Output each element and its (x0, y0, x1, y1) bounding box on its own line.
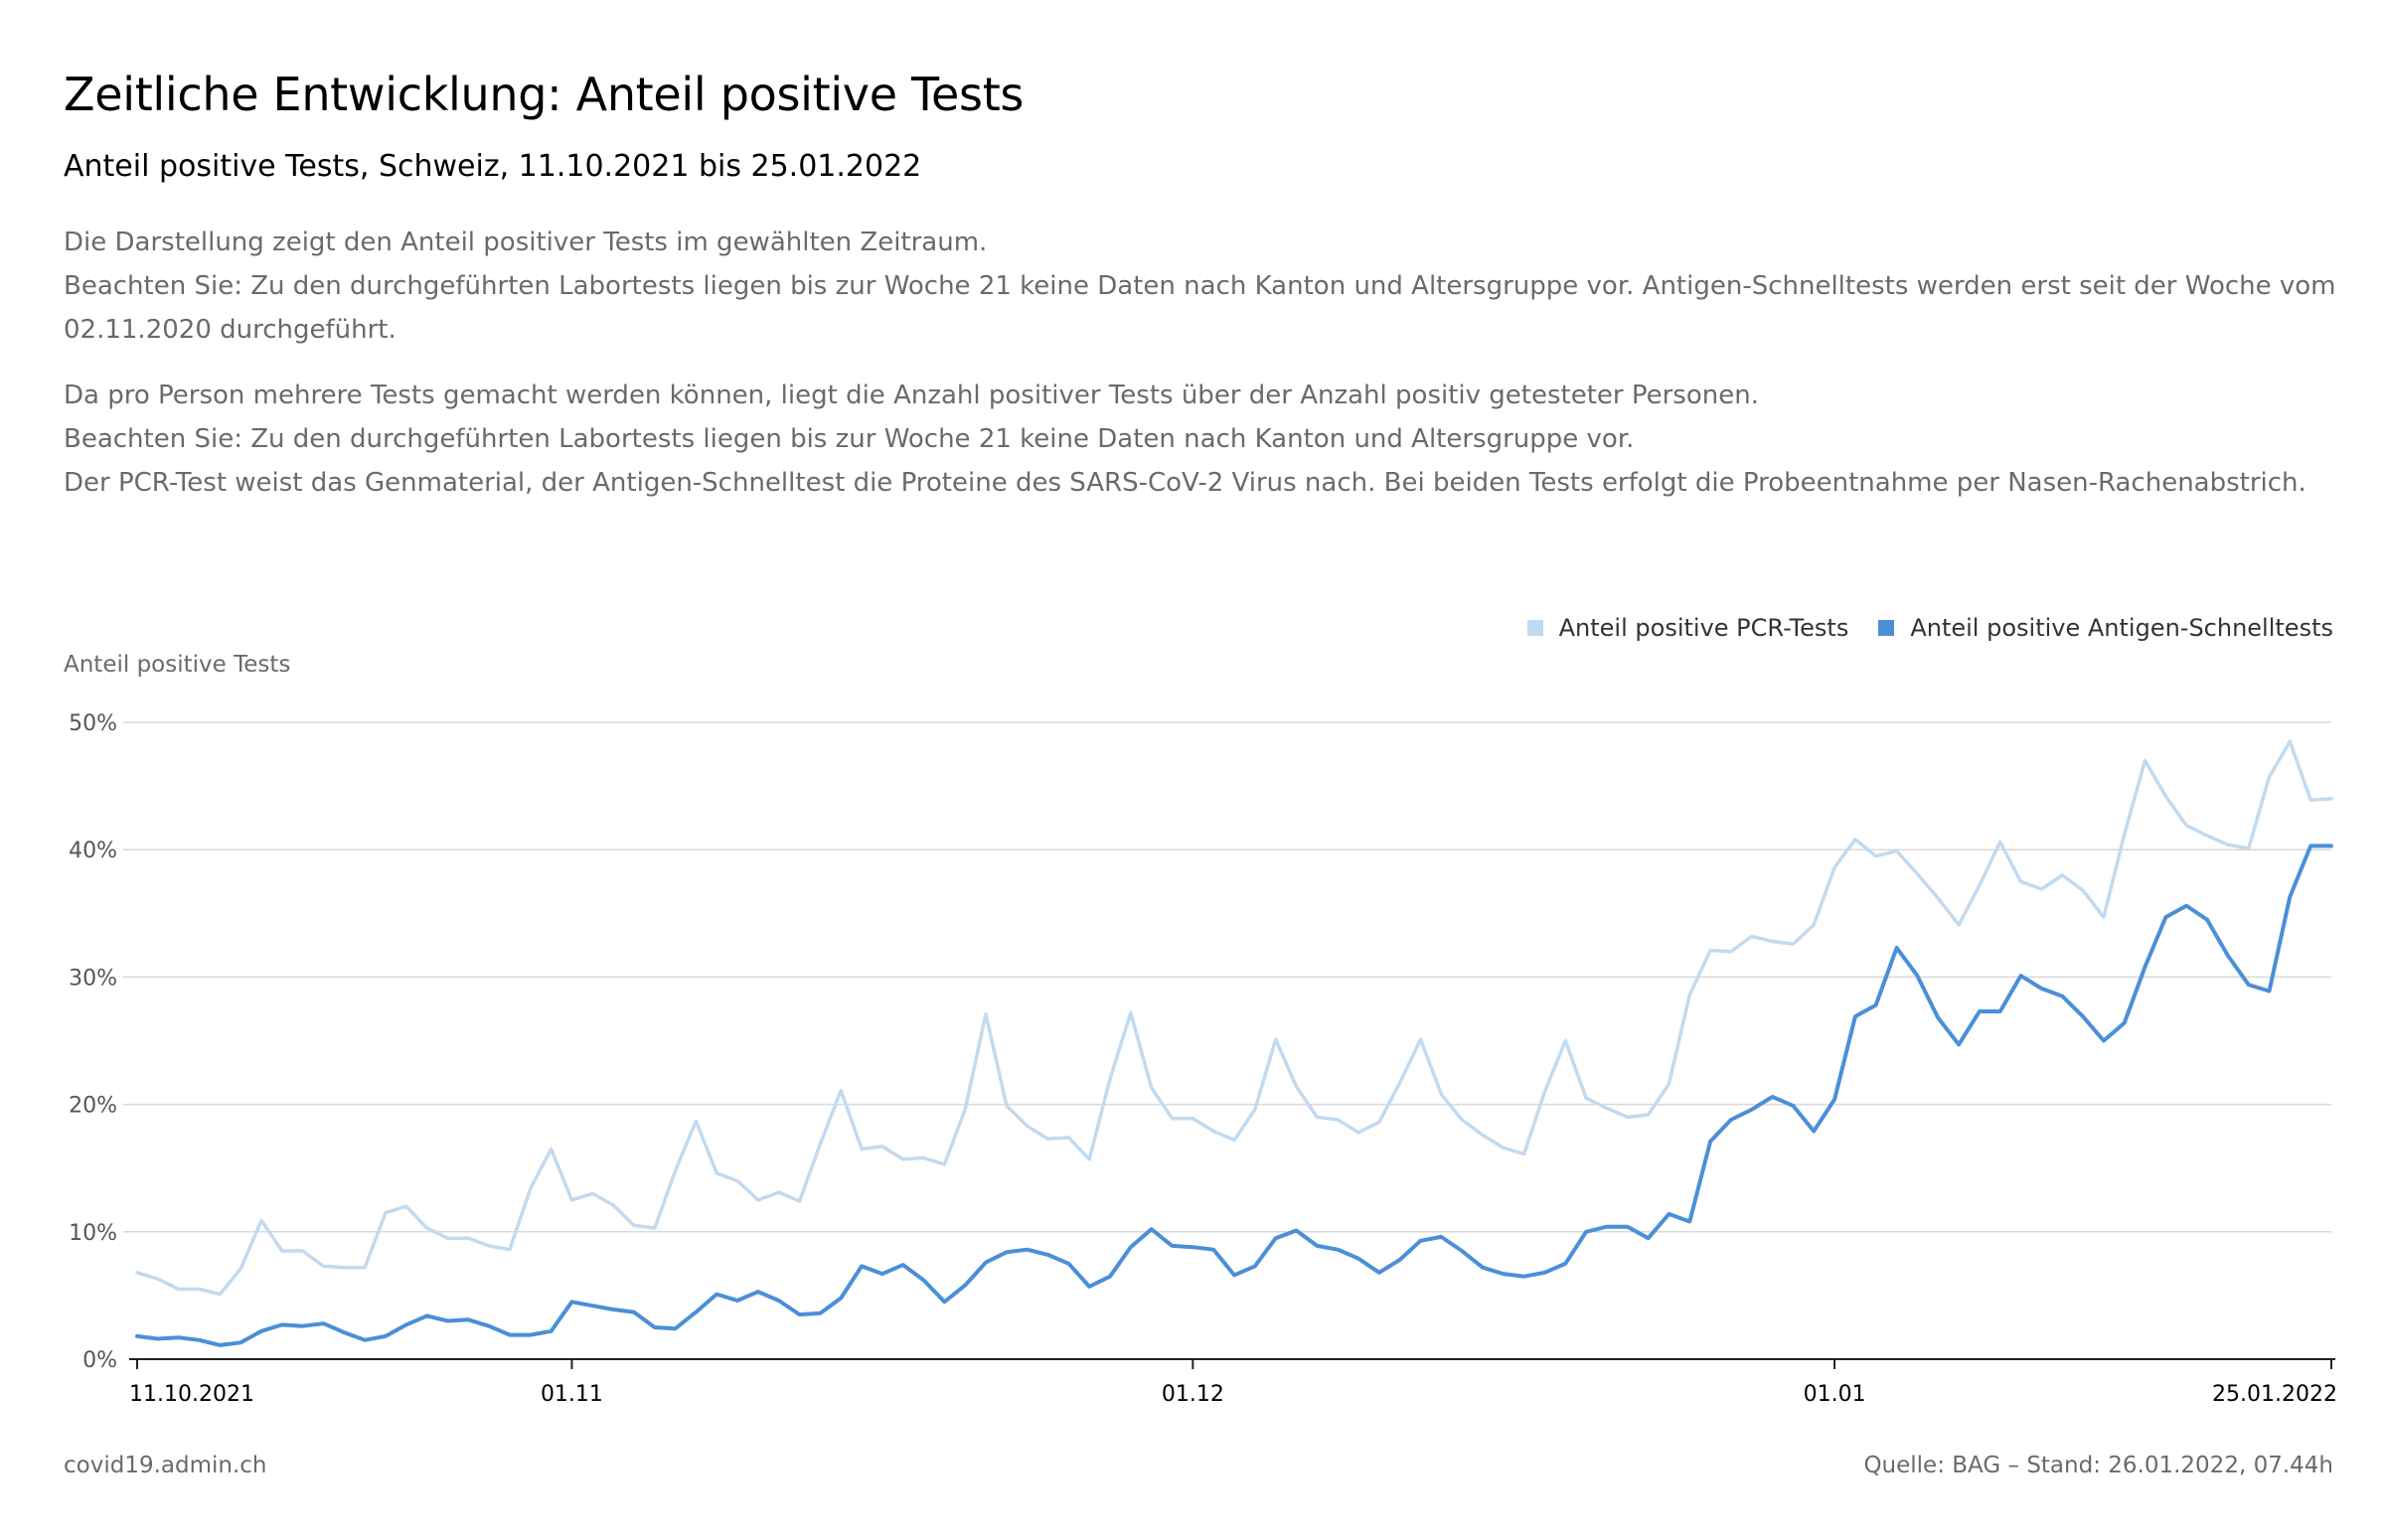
y-tick-label: 40% (69, 839, 117, 863)
footer-source-note: Quelle: BAG – Stand: 26.01.2022, 07.44h (1863, 1453, 2333, 1478)
legend-swatch-antigen (1878, 620, 1895, 636)
y-tick-label: 50% (69, 711, 117, 736)
page-title: Zeitliche Entwicklung: Anteil positive T… (64, 68, 1025, 121)
series-line-antigen (135, 844, 2333, 1347)
legend-item-pcr[interactable]: Anteil positive PCR-Tests (1526, 614, 1849, 642)
y-tick-label: 0% (82, 1348, 117, 1373)
y-tick-label: 30% (69, 966, 117, 991)
y-axis-title: Anteil positive Tests (64, 652, 291, 678)
legend-label-pcr: Anteil positive PCR-Tests (1558, 614, 1849, 642)
series-line-pcr (135, 739, 2333, 1297)
description-line: Die Darstellung zeigt den Anteil positiv… (64, 228, 988, 257)
footer-source-site: covid19.admin.ch (64, 1453, 267, 1478)
legend-swatch-pcr (1526, 620, 1543, 636)
description-line: Beachten Sie: Zu den durchgeführten Labo… (64, 424, 1635, 454)
x-tick-label: 01.11 (541, 1382, 603, 1407)
legend-item-antigen[interactable]: Anteil positive Antigen-Schnelltests (1878, 614, 2333, 642)
legend-label-antigen: Anteil positive Antigen-Schnelltests (1910, 614, 2333, 642)
x-tick-label: 01.12 (1162, 1382, 1224, 1407)
description: Die Darstellung zeigt den Anteil positiv… (64, 221, 2349, 505)
page-subtitle: Anteil positive Tests, Schweiz, 11.10.20… (64, 149, 922, 184)
y-tick-label: 20% (69, 1094, 117, 1119)
description-line: Da pro Person mehrere Tests gemacht werd… (64, 381, 1759, 410)
x-tick-label: 25.01.2022 (2212, 1382, 2337, 1407)
description-line: Beachten Sie: Zu den durchgeführten Labo… (64, 271, 2336, 345)
x-tick-label: 11.10.2021 (129, 1382, 254, 1407)
description-line: Der PCR-Test weist das Genmaterial, der … (64, 468, 2306, 498)
x-tick-label: 01.01 (1804, 1382, 1866, 1407)
chart-legend: Anteil positive PCR-Tests Anteil positiv… (1498, 614, 2333, 642)
y-tick-label: 10% (69, 1221, 117, 1246)
